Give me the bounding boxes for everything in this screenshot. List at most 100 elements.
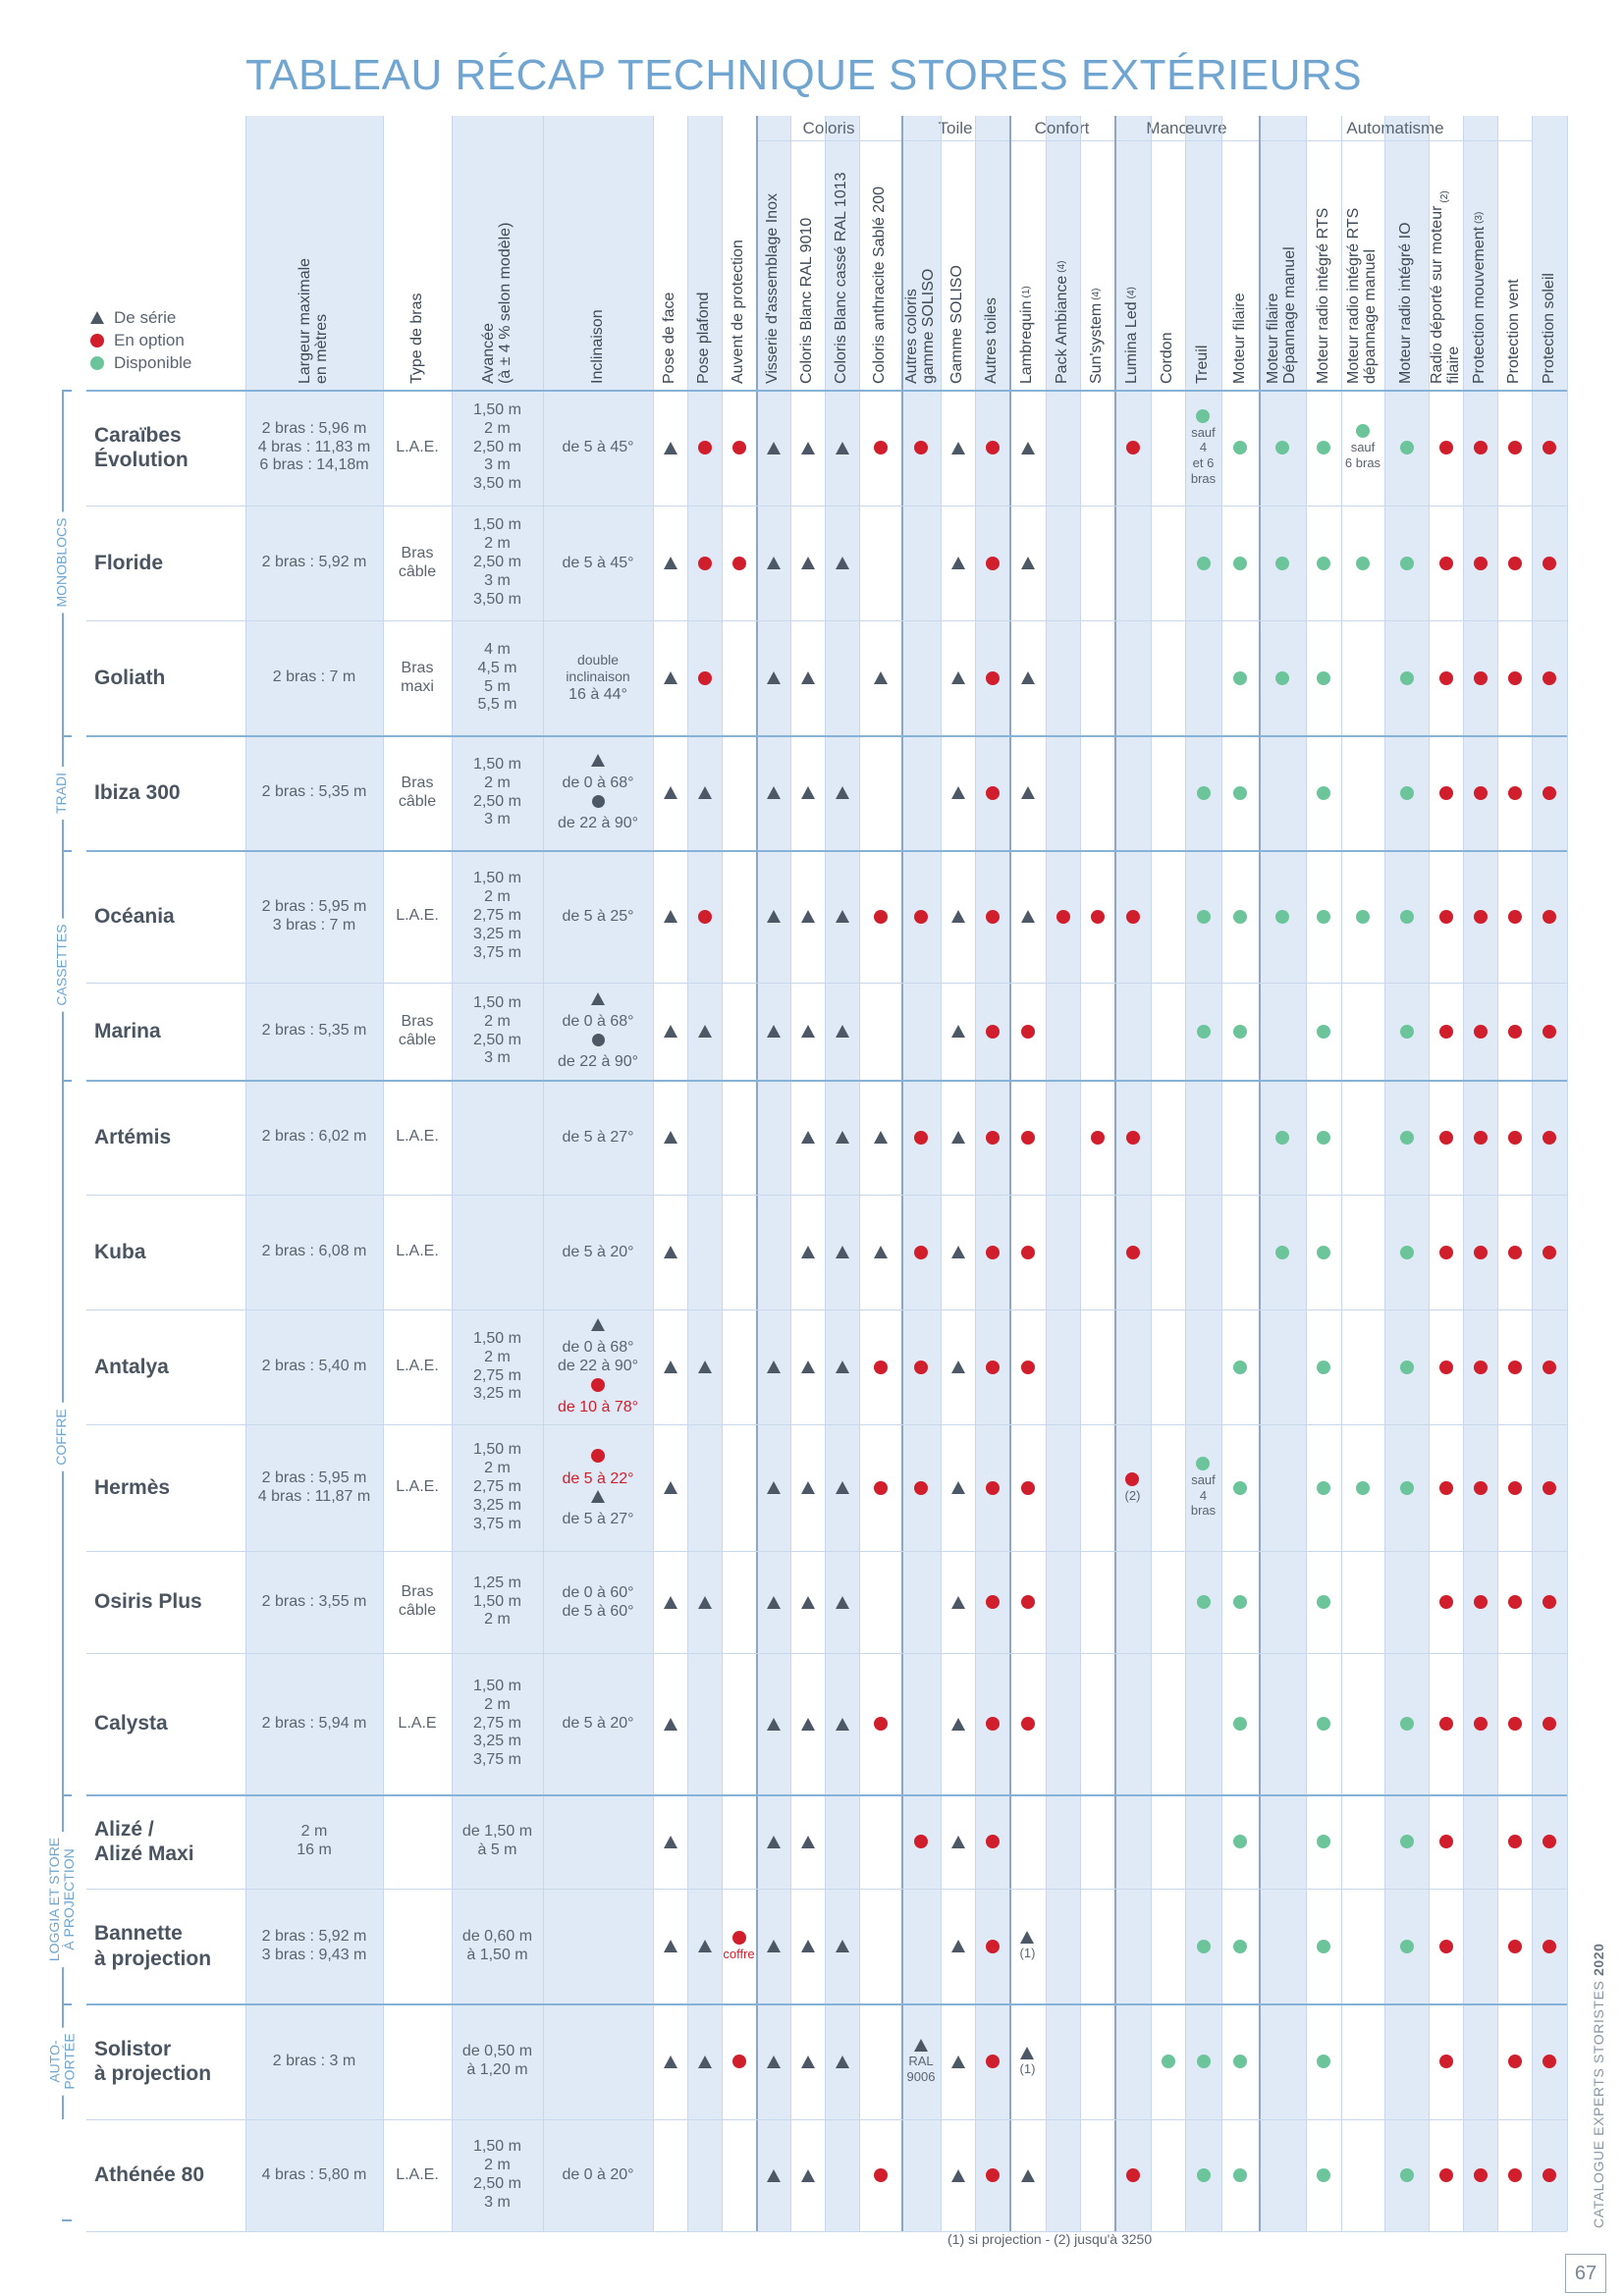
row-divider — [86, 1195, 1567, 1196]
cell-symbol — [1384, 1889, 1429, 2003]
red-dot-icon — [914, 909, 928, 924]
cell-symbol — [1080, 850, 1114, 983]
column-header: Coloris anthracite Sablé 200 — [859, 146, 901, 384]
row-divider — [86, 1080, 1567, 1082]
avancee-value: 4 m 4,5 m 5 m 5,5 m — [477, 640, 517, 714]
symbol-value — [1125, 2168, 1140, 2182]
symbol-value — [873, 1246, 888, 1258]
cell-symbol — [653, 983, 687, 1080]
symbol-value — [873, 441, 888, 454]
section-label: MONOBLOCS — [50, 511, 75, 614]
cell-symbol — [1306, 1653, 1341, 1794]
avancee-value: de 0,60 m à 1,50 m — [461, 1927, 533, 1963]
triangle-icon — [800, 1025, 815, 1038]
column-header-sup: (4) — [1126, 287, 1138, 299]
cell-avancee: 1,50 m 2 m 2,50 m 3 m 3,50 m — [452, 390, 543, 506]
cell-symbol — [941, 2119, 975, 2231]
red-dot-icon — [985, 1024, 1000, 1039]
red-dot-icon — [1543, 909, 1556, 924]
cell-symbol — [1429, 2003, 1463, 2119]
triangle-icon — [663, 1246, 677, 1258]
symbol-value — [800, 2055, 815, 2068]
symbol-value — [1507, 1717, 1522, 1731]
symbol-value — [1233, 909, 1247, 924]
cell-symbol — [1532, 1551, 1567, 1653]
red-dot-icon — [1473, 1480, 1488, 1495]
cell-symbol — [859, 390, 901, 506]
red-dot-icon — [985, 2055, 1000, 2068]
cell-symbol — [825, 1551, 859, 1653]
red-dot-icon — [697, 909, 712, 924]
symbol-value — [1196, 2168, 1211, 2182]
triangle-icon — [697, 1940, 712, 1952]
cell-avancee: de 0,50 m à 1,20 m — [452, 2003, 543, 2119]
largeur-value: 2 bras : 6,08 m — [261, 1243, 367, 1260]
largeur-value: 2 bras : 5,40 m — [261, 1358, 367, 1375]
symbol-value — [766, 1481, 781, 1494]
red-dot-icon — [873, 1717, 888, 1731]
column-shade — [1185, 116, 1221, 2231]
cell-symbol — [1306, 735, 1341, 850]
green-dot-icon — [1233, 2055, 1247, 2068]
cell-largeur: 2 bras : 3 m — [245, 2003, 383, 2119]
avancee-value: 1,50 m 2 m 2,75 m 3,25 m 3,75 m — [473, 870, 521, 961]
symbol-value — [1317, 909, 1330, 924]
red-dot-icon — [1020, 1130, 1035, 1145]
red-dot-icon — [1507, 1480, 1522, 1495]
cell-symbol — [901, 1424, 941, 1551]
column-divider — [1384, 116, 1385, 2231]
row-divider — [86, 2119, 1567, 2120]
cell-avancee — [452, 1195, 543, 1309]
symbol-value — [800, 1717, 815, 1731]
cell-symbol — [653, 2003, 687, 2119]
cell-symbol — [825, 2003, 859, 2119]
cell-symbol — [1532, 1195, 1567, 1309]
section-label: LOGGIA ET STORE À PROJECTION — [46, 1831, 77, 1967]
cell-symbol — [1497, 1551, 1532, 1653]
avancee-value: 1,50 m 2 m 2,50 m 3 m — [473, 993, 521, 1067]
cell-avancee: 1,50 m 2 m 2,75 m 3,25 m 3,75 m — [452, 850, 543, 983]
symbol-value — [1196, 785, 1211, 800]
column-header: Pose plafond — [687, 146, 722, 384]
symbol-value — [800, 671, 815, 684]
cell-symbol — [1009, 1195, 1046, 1309]
column-shade — [687, 116, 722, 2231]
red-dot-icon — [1438, 785, 1453, 800]
red-dot-icon — [985, 1717, 1000, 1731]
cell-avancee: 1,50 m 2 m 2,75 m 3,25 m 3,75 m — [452, 1424, 543, 1551]
cell-bras — [383, 1794, 452, 1889]
cell-symbol — [756, 620, 790, 735]
cell-symbol — [1306, 2119, 1341, 2231]
inclinaison-line: de 5 à 20° — [562, 1243, 634, 1260]
cell-symbol — [756, 735, 790, 850]
inclinaison-value: de 0 à 68° de 22 à 90° de 10 à 78° — [558, 1316, 638, 1416]
green-dot-icon — [1233, 1595, 1247, 1609]
column-shade — [1463, 116, 1497, 2231]
symbol-value — [663, 1835, 677, 1848]
inclinaison-line: de 0 à 68° — [562, 774, 634, 792]
row-divider — [86, 620, 1567, 621]
symbol-value — [835, 441, 849, 454]
red-dot-icon — [731, 556, 746, 570]
largeur-value: 2 bras : 5,92 m — [261, 554, 367, 571]
avancee-value: de 0,50 m à 1,20 m — [461, 2043, 533, 2078]
cell-symbol — [1463, 1653, 1497, 1794]
largeur-value: 2 bras : 5,95 m 4 bras : 11,87 m — [257, 1468, 371, 1505]
inclinaison-line: de 22 à 90° — [557, 1358, 639, 1375]
cell-symbol — [1221, 506, 1259, 620]
cell-symbol — [1009, 1653, 1046, 1794]
symbol-value — [950, 1246, 965, 1258]
green-dot-icon — [1399, 556, 1414, 570]
cell-symbol — [1221, 735, 1259, 850]
symbol-value — [835, 2055, 849, 2068]
symbol-value — [835, 1246, 849, 1258]
cell-symbol — [653, 1195, 687, 1309]
red-dot-icon — [985, 556, 1000, 570]
symbol-value — [1399, 909, 1414, 924]
cell-symbol — [756, 390, 790, 506]
triangle-icon — [697, 786, 712, 799]
bras-value: L.A.E. — [396, 907, 439, 925]
section-tick — [62, 390, 72, 392]
symbol-value: sauf 6 bras — [1345, 424, 1380, 470]
symbol-value — [1020, 910, 1035, 923]
